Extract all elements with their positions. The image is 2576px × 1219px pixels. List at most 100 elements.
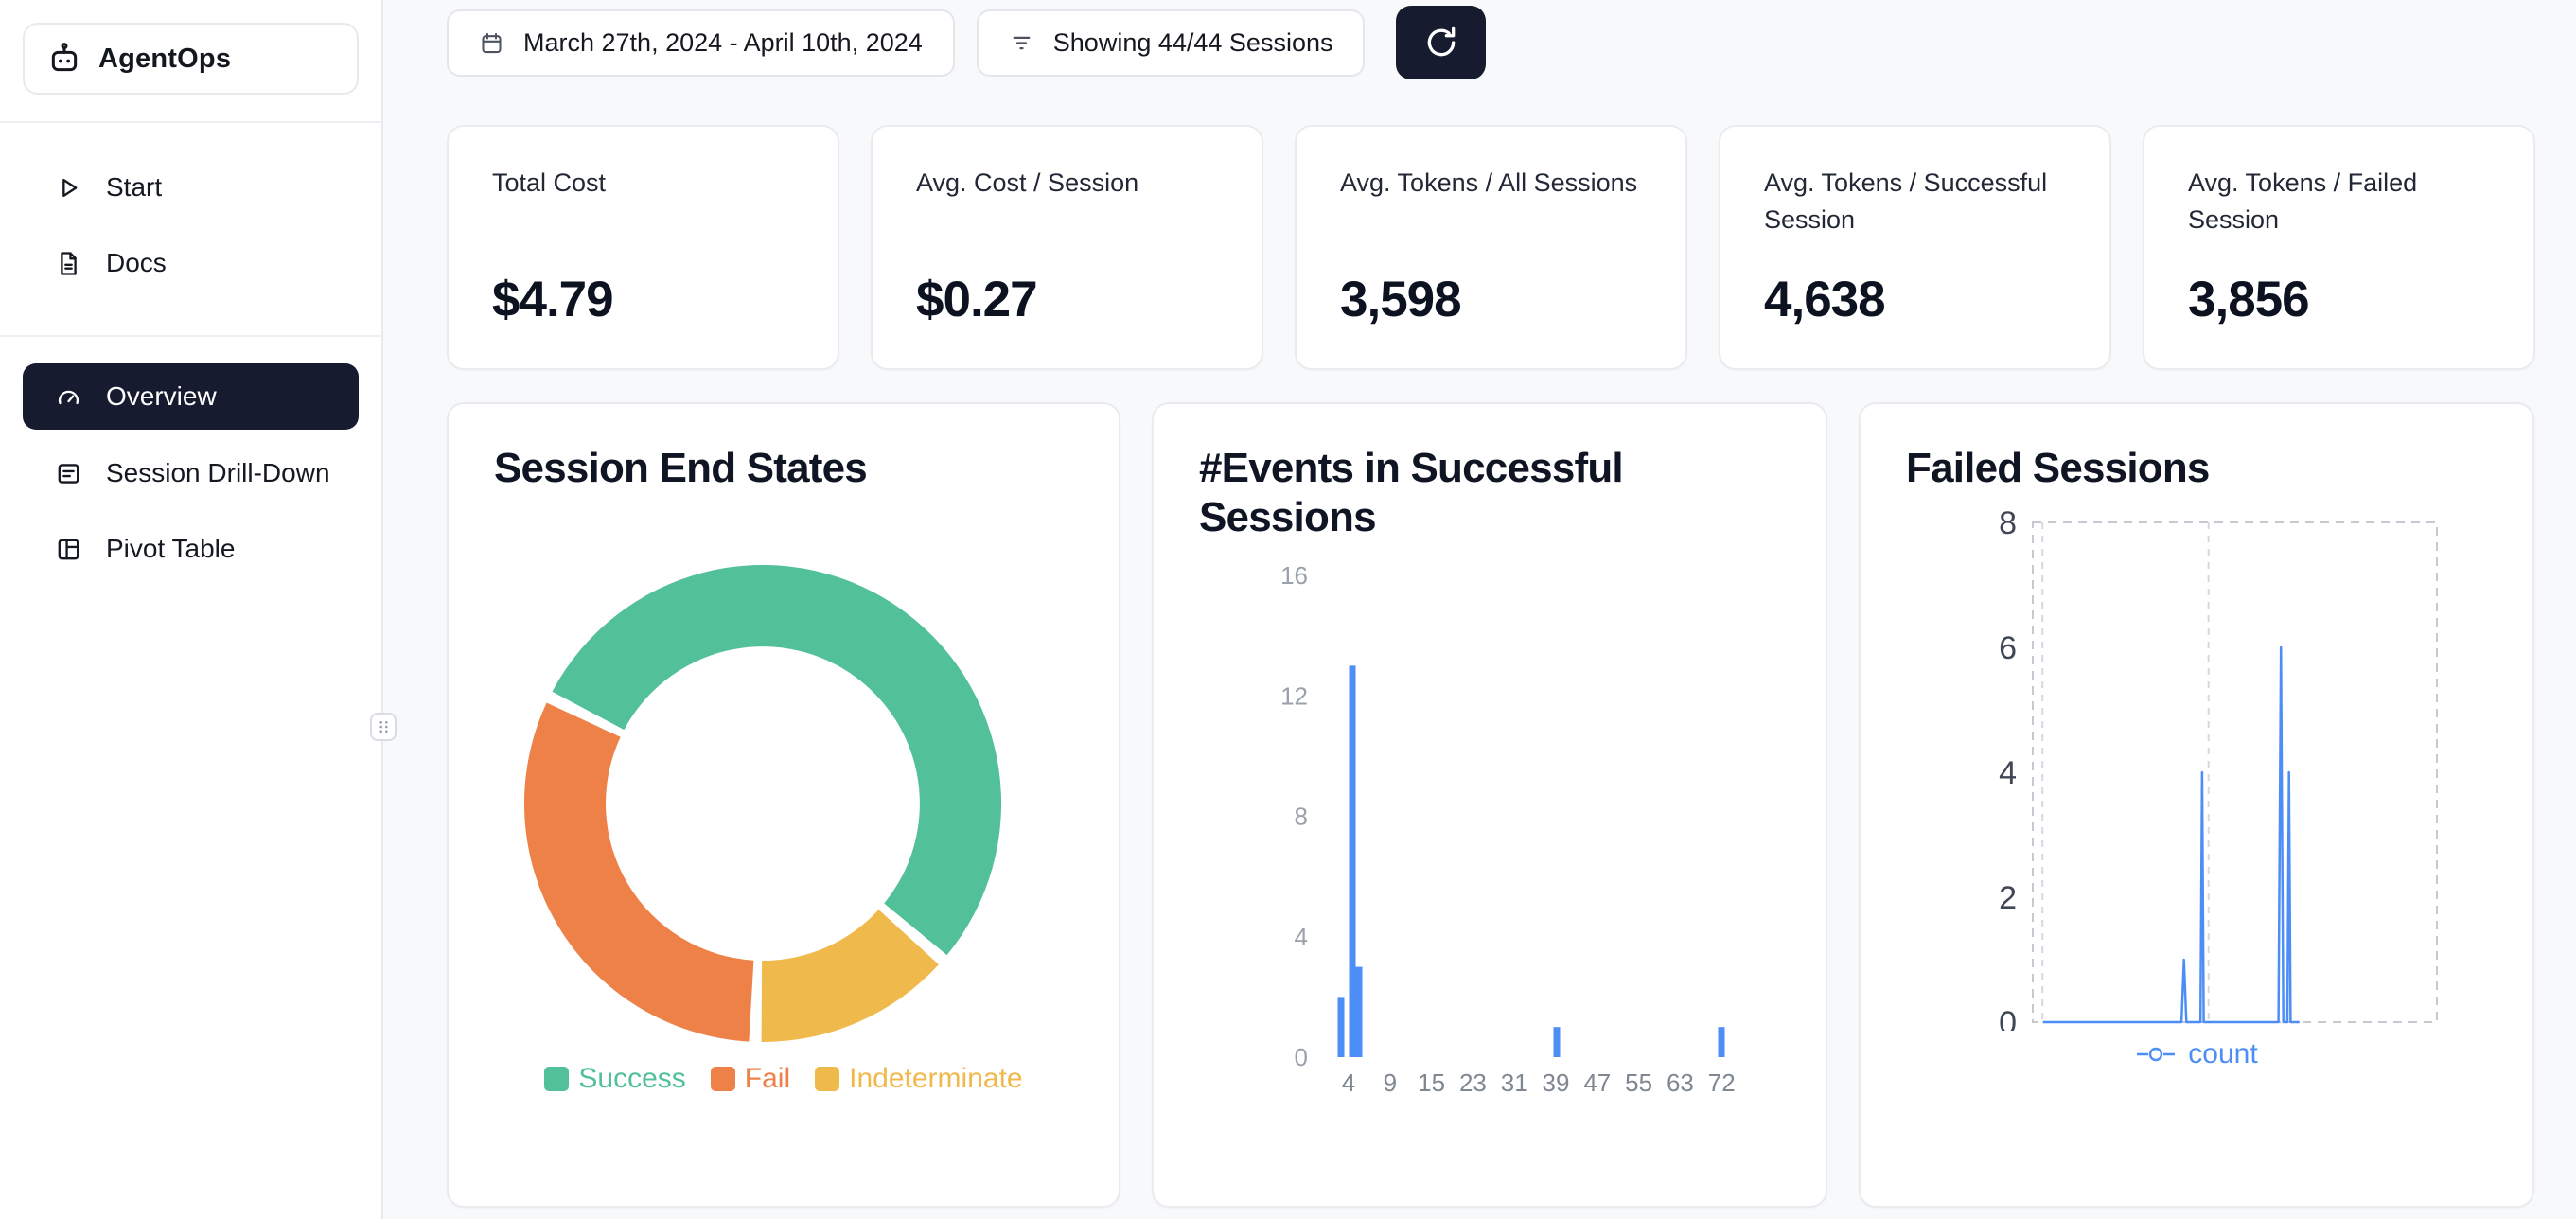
legend-swatch-icon [815, 1067, 840, 1091]
chart-card-failed-sessions: Failed Sessions 0 2 4 6 8 count [1859, 402, 2534, 1208]
stat-card-avg-tokens-all: Avg. Tokens / All Sessions 3,598 [1295, 125, 1687, 370]
y-axis-tick-label: 4 [1295, 923, 1308, 951]
stat-value: $0.27 [916, 272, 1038, 327]
sidebar-item-pivot-table[interactable]: Pivot Table [0, 511, 381, 587]
x-axis-tick-label: 63 [1667, 1069, 1694, 1097]
stat-value: 3,598 [1340, 272, 1462, 327]
histogram-bar [1337, 997, 1345, 1057]
sidebar-item-label: Docs [106, 248, 167, 277]
y-axis-tick-label: 8 [1295, 803, 1308, 831]
chart-title: #Events in Successful Sessions [1199, 445, 1624, 540]
stat-value: $4.79 [492, 272, 614, 327]
stat-label: Avg. Cost / Session [916, 168, 1139, 197]
main-content: March 27th, 2024 - April 10th, 2024 Show… [385, 0, 2576, 1219]
donut-legend-item-fail[interactable]: Fail [710, 1063, 791, 1095]
sidebar-divider [0, 121, 381, 123]
failed-sessions-line-chart: 0 2 4 6 8 [1999, 505, 2438, 1031]
sidebar-item-label: Start [106, 172, 163, 202]
histogram-bar [1349, 665, 1356, 1057]
chart-card-session-end-states: Session End States Success Fail Indetermin… [447, 402, 1120, 1208]
sidebar-item-session-drill-down[interactable]: Session Drill-Down [0, 435, 381, 511]
sidebar-secondary-nav: Overview Session Drill-Down Pivot Table [0, 337, 381, 587]
document-icon [61, 251, 77, 275]
x-axis-tick-label: 47 [1583, 1069, 1611, 1097]
y-axis-tick-label: 8 [1999, 505, 2017, 541]
legend-swatch-icon [710, 1067, 735, 1091]
donut-segment-fail [523, 702, 754, 1042]
x-axis-tick-label: 72 [1708, 1069, 1736, 1097]
app-name: AgentOps [98, 43, 232, 74]
sidebar-item-label: Pivot Table [106, 534, 236, 563]
agentops-logo-icon [51, 43, 78, 72]
y-axis-tick-label: 0 [1999, 1005, 2017, 1031]
sidebar-item-overview[interactable]: Overview [23, 363, 359, 430]
sidebar-item-start[interactable]: Start [0, 150, 381, 225]
donut-legend-item-success[interactable]: Success [544, 1063, 686, 1095]
agentops-logo: AgentOps [23, 23, 359, 95]
failed-sessions-legend[interactable]: count [1906, 1038, 2487, 1070]
date-range-button[interactable]: March 27th, 2024 - April 10th, 2024 [447, 9, 955, 77]
sessions-filter-button[interactable]: Showing 44/44 Sessions [976, 9, 1366, 77]
chart-title: Failed Sessions [1906, 445, 2210, 491]
y-axis-tick-label: 12 [1280, 681, 1308, 710]
donut-segment-indeterminate [761, 910, 939, 1043]
stat-card-total-cost: Total Cost $4.79 [447, 125, 839, 370]
x-axis-tick-label: 31 [1501, 1069, 1528, 1097]
table-icon [58, 539, 79, 559]
charts-row: Session End States Success Fail Indetermin… [447, 402, 2538, 1208]
legend-label: Indeterminate [849, 1063, 1023, 1094]
refresh-button[interactable] [1396, 6, 1487, 80]
sidebar-primary-nav: Start Docs [0, 123, 381, 301]
sidebar-item-docs[interactable]: Docs [0, 225, 381, 301]
donut-legend: Success Fail Indeterminate [494, 1063, 1073, 1095]
filter-icon [1013, 36, 1031, 49]
plot-border [2032, 521, 2438, 1023]
list-box-icon [58, 463, 79, 484]
donut-legend-item-indeterminate[interactable]: Indeterminate [815, 1063, 1023, 1095]
donut-segment-success [552, 564, 1002, 956]
y-axis-tick-label: 4 [1999, 755, 2017, 791]
stat-label: Avg. Tokens / Failed Session [2188, 168, 2418, 234]
line-series-marker-icon [2137, 1047, 2176, 1062]
refresh-icon [1427, 26, 1456, 57]
x-axis-tick-label: 23 [1459, 1069, 1487, 1097]
x-axis-tick-label: 39 [1543, 1069, 1570, 1097]
topbar: March 27th, 2024 - April 10th, 2024 Show… [447, 5, 2538, 80]
stat-label: Avg. Tokens / Successful Session [1764, 168, 2048, 234]
stat-label: Avg. Tokens / All Sessions [1340, 168, 1638, 197]
y-axis-tick-label: 6 [1999, 630, 2017, 666]
play-icon [62, 178, 78, 197]
chart-card-events-successful: #Events in Successful Sessions 0 4 8 12 16 4 9… [1152, 402, 1827, 1208]
x-axis-tick-label: 4 [1342, 1069, 1355, 1097]
sidebar-item-label: Overview [106, 381, 217, 411]
y-axis-tick-label: 0 [1295, 1043, 1308, 1071]
sidebar-item-label: Session Drill-Down [106, 458, 330, 487]
histogram-bar [1718, 1027, 1725, 1057]
x-axis-tick-label: 55 [1625, 1069, 1652, 1097]
stat-label: Total Cost [492, 168, 607, 197]
stat-value: 3,856 [2188, 272, 2310, 327]
histogram-bar [1553, 1027, 1561, 1057]
stat-card-avg-tokens-successful: Avg. Tokens / Successful Session 4,638 [1719, 125, 2111, 370]
calendar-icon [482, 32, 502, 53]
sidebar-divider [0, 335, 381, 337]
x-axis-tick-label: 9 [1384, 1069, 1397, 1097]
histogram-bar [1355, 966, 1363, 1057]
chart-title: Session End States [494, 445, 868, 491]
date-range-label: March 27th, 2024 - April 10th, 2024 [523, 27, 923, 57]
sidebar-resize-handle[interactable] [370, 713, 397, 741]
sessions-filter-label: Showing 44/44 Sessions [1052, 27, 1333, 57]
stat-card-avg-tokens-failed: Avg. Tokens / Failed Session 3,856 [2143, 125, 2535, 370]
session-end-states-donut-chart [523, 564, 1002, 1043]
legend-label: Success [578, 1063, 686, 1094]
y-axis-tick-label: 16 [1280, 561, 1308, 590]
legend-label: Fail [744, 1063, 791, 1094]
stat-card-avg-cost-session: Avg. Cost / Session $0.27 [871, 125, 1263, 370]
gauge-icon [58, 390, 79, 404]
legend-label-count: count [2188, 1038, 2258, 1069]
sidebar: AgentOps Start Docs [0, 0, 383, 1219]
legend-swatch-icon [544, 1067, 570, 1091]
stat-value: 4,638 [1764, 272, 1886, 327]
grip-dots-icon [379, 721, 388, 733]
